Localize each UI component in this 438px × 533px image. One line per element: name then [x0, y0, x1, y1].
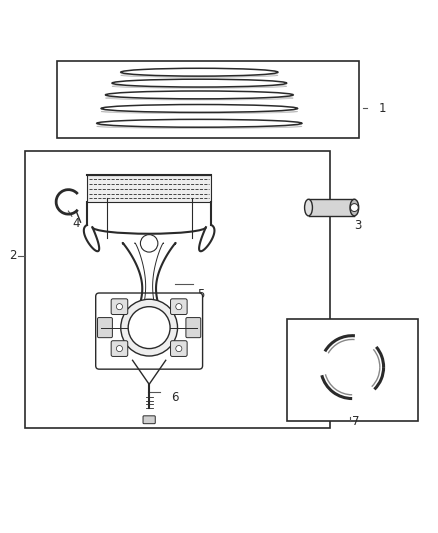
Circle shape — [176, 304, 182, 310]
FancyBboxPatch shape — [170, 341, 187, 357]
FancyBboxPatch shape — [186, 318, 201, 338]
Text: 1: 1 — [378, 102, 386, 115]
Circle shape — [117, 345, 123, 352]
Text: 7: 7 — [352, 415, 360, 428]
Ellipse shape — [121, 74, 278, 77]
Ellipse shape — [101, 104, 297, 112]
FancyBboxPatch shape — [95, 293, 203, 369]
Text: 5: 5 — [197, 288, 205, 301]
Circle shape — [117, 304, 123, 310]
Bar — [25, 151, 330, 428]
FancyBboxPatch shape — [111, 299, 128, 314]
FancyBboxPatch shape — [98, 318, 113, 338]
Circle shape — [176, 345, 182, 352]
Bar — [287, 319, 418, 422]
Ellipse shape — [106, 96, 293, 100]
Ellipse shape — [112, 84, 287, 88]
Text: 2: 2 — [10, 249, 17, 262]
Circle shape — [141, 235, 158, 252]
Ellipse shape — [350, 199, 359, 216]
Ellipse shape — [97, 125, 302, 128]
Bar — [308, 199, 354, 216]
FancyBboxPatch shape — [111, 341, 128, 357]
FancyBboxPatch shape — [170, 299, 187, 314]
Ellipse shape — [304, 199, 312, 216]
Text: 4: 4 — [73, 217, 80, 230]
Ellipse shape — [106, 91, 293, 99]
Ellipse shape — [121, 68, 278, 76]
Text: 6: 6 — [171, 391, 178, 404]
Bar — [57, 61, 359, 138]
Circle shape — [350, 204, 358, 212]
Bar — [87, 175, 212, 202]
FancyBboxPatch shape — [143, 416, 155, 424]
Text: 3: 3 — [354, 219, 362, 231]
Ellipse shape — [97, 119, 302, 127]
Ellipse shape — [112, 79, 287, 87]
Circle shape — [128, 306, 170, 349]
Ellipse shape — [101, 110, 297, 114]
Circle shape — [121, 299, 177, 356]
